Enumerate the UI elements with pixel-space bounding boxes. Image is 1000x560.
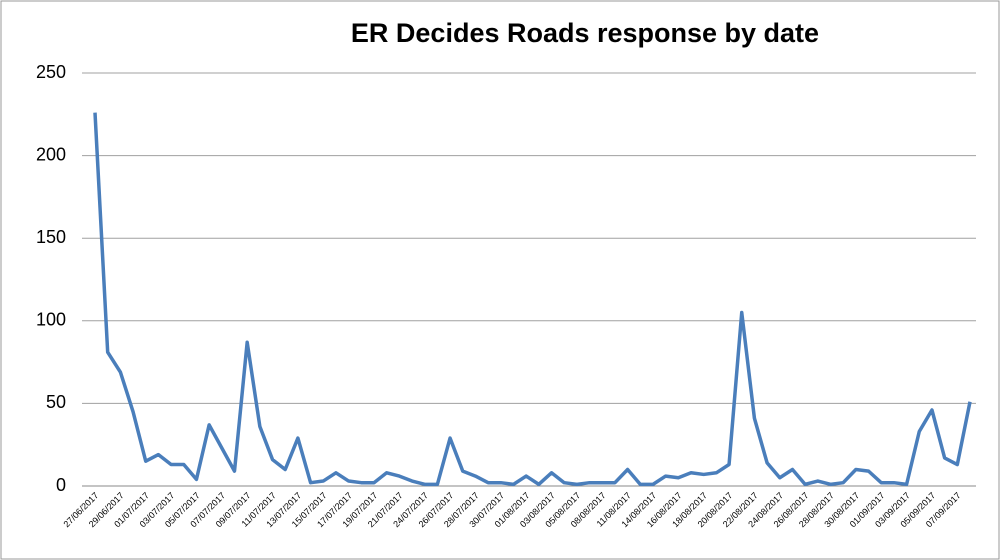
- y-tick-label: 150: [36, 227, 66, 247]
- y-tick-label: 200: [36, 144, 66, 164]
- y-tick-label: 50: [46, 392, 66, 412]
- line-series: [93, 112, 972, 487]
- y-tick-label: 250: [36, 62, 66, 82]
- y-tick-label: 100: [36, 310, 66, 330]
- chart-title: ER Decides Roads response by date: [351, 18, 819, 48]
- y-tick-label: 0: [56, 475, 66, 495]
